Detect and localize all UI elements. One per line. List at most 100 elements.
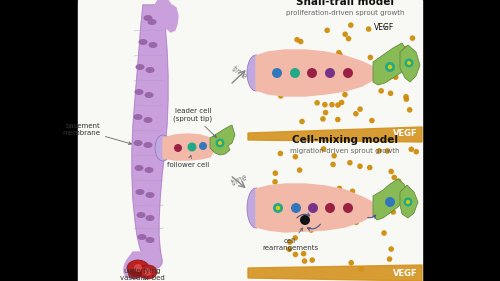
Circle shape: [292, 154, 298, 160]
Ellipse shape: [127, 260, 149, 276]
Circle shape: [366, 26, 372, 32]
Polygon shape: [256, 184, 378, 232]
Polygon shape: [132, 5, 168, 268]
Ellipse shape: [144, 142, 152, 148]
Circle shape: [353, 111, 358, 117]
Circle shape: [368, 55, 373, 60]
Circle shape: [414, 149, 419, 155]
Ellipse shape: [138, 234, 146, 240]
Circle shape: [404, 198, 412, 207]
Circle shape: [388, 65, 392, 69]
Circle shape: [300, 215, 310, 225]
Text: Cell-mixing model: Cell-mixing model: [292, 135, 398, 145]
Polygon shape: [248, 127, 422, 142]
Circle shape: [292, 252, 298, 257]
Circle shape: [336, 186, 342, 191]
Circle shape: [323, 110, 328, 115]
Circle shape: [272, 170, 278, 176]
Circle shape: [369, 118, 374, 123]
Ellipse shape: [146, 215, 154, 221]
Polygon shape: [422, 0, 500, 281]
Circle shape: [385, 197, 395, 207]
Circle shape: [314, 100, 320, 106]
Circle shape: [386, 256, 392, 262]
Circle shape: [398, 189, 404, 195]
Circle shape: [350, 189, 356, 194]
Ellipse shape: [134, 165, 143, 171]
Circle shape: [308, 203, 318, 213]
Circle shape: [403, 94, 409, 99]
Circle shape: [376, 74, 382, 80]
Ellipse shape: [134, 89, 143, 95]
Circle shape: [407, 61, 411, 65]
Circle shape: [347, 160, 352, 166]
Polygon shape: [210, 125, 235, 155]
Circle shape: [301, 251, 306, 257]
Circle shape: [392, 175, 397, 180]
Ellipse shape: [146, 237, 154, 243]
Ellipse shape: [136, 64, 144, 70]
Text: leader cell
(sprout tip): leader cell (sprout tip): [174, 108, 216, 137]
Circle shape: [338, 52, 343, 58]
Circle shape: [287, 71, 293, 76]
Circle shape: [385, 62, 395, 72]
Circle shape: [272, 179, 278, 185]
Circle shape: [382, 68, 388, 74]
Circle shape: [287, 239, 292, 245]
Circle shape: [343, 68, 353, 78]
Ellipse shape: [144, 117, 152, 123]
Circle shape: [389, 189, 394, 195]
Circle shape: [329, 102, 334, 107]
Ellipse shape: [139, 265, 157, 279]
Circle shape: [396, 178, 402, 184]
Ellipse shape: [155, 135, 171, 161]
Circle shape: [278, 64, 284, 70]
Circle shape: [366, 201, 372, 207]
Ellipse shape: [134, 114, 142, 120]
Circle shape: [310, 257, 315, 263]
Circle shape: [407, 107, 412, 113]
Circle shape: [342, 31, 348, 37]
Circle shape: [339, 100, 344, 105]
Circle shape: [390, 209, 396, 215]
Circle shape: [404, 58, 413, 67]
Polygon shape: [162, 5, 178, 32]
Circle shape: [346, 36, 352, 42]
Text: time: time: [230, 172, 248, 188]
Circle shape: [320, 116, 326, 122]
Circle shape: [342, 92, 348, 98]
Text: underlying
vascular bed: underlying vascular bed: [120, 268, 164, 281]
Circle shape: [388, 246, 394, 252]
Circle shape: [354, 219, 359, 225]
Circle shape: [335, 102, 340, 108]
Circle shape: [302, 53, 308, 59]
Circle shape: [322, 102, 328, 107]
FancyArrowPatch shape: [308, 224, 320, 230]
Circle shape: [308, 90, 314, 95]
Polygon shape: [373, 179, 408, 220]
Circle shape: [404, 96, 409, 102]
Polygon shape: [400, 45, 420, 82]
Circle shape: [393, 74, 398, 80]
Circle shape: [308, 75, 313, 80]
Circle shape: [404, 196, 409, 202]
Circle shape: [199, 142, 207, 150]
Circle shape: [406, 200, 410, 204]
Circle shape: [375, 70, 380, 75]
Circle shape: [343, 203, 353, 213]
Circle shape: [292, 191, 298, 197]
Circle shape: [388, 90, 394, 96]
FancyArrowPatch shape: [368, 215, 376, 218]
Polygon shape: [0, 0, 78, 281]
Ellipse shape: [247, 188, 265, 228]
Polygon shape: [163, 134, 215, 160]
Circle shape: [271, 69, 276, 75]
Polygon shape: [78, 0, 422, 281]
Ellipse shape: [144, 167, 154, 173]
Ellipse shape: [134, 140, 142, 146]
Circle shape: [408, 146, 414, 152]
Circle shape: [367, 165, 372, 170]
Circle shape: [278, 151, 283, 156]
Circle shape: [376, 148, 382, 154]
Circle shape: [384, 148, 390, 154]
